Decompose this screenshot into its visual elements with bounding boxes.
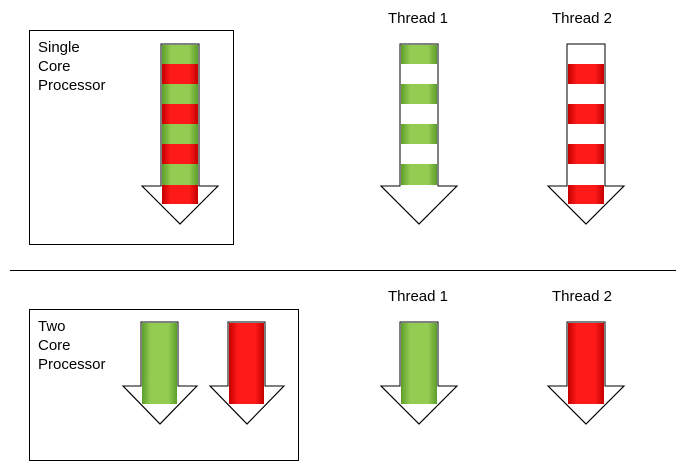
core-2-arrow: [208, 321, 286, 425]
thread-1-slice-2: [401, 84, 437, 104]
thread-2-title-top: Thread 2: [551, 10, 613, 27]
single-core-label: Single Core Processor: [38, 39, 106, 94]
thread-1-arrow-top: [379, 43, 459, 225]
single-core-slice-1: [162, 45, 198, 64]
thread-1-title-top: Thread 1: [387, 10, 449, 27]
thread-1-slice-3: [401, 124, 437, 144]
thread-2-slice-2: [568, 104, 604, 124]
thread-2-arrow-top: [546, 43, 626, 225]
thread-2-arrow-bottom: [546, 321, 626, 425]
single-core-arrow: [140, 43, 220, 225]
single-core-slice-4: [162, 104, 198, 124]
thread-2-slice-1: [568, 64, 604, 84]
thread-2-slice-3: [568, 144, 604, 164]
thread-1-slice-1: [401, 45, 437, 64]
thread-2-title-bottom: Thread 2: [551, 288, 613, 305]
thread-1-arrow-bottom: [379, 321, 459, 425]
single-core-slice-5: [162, 124, 198, 144]
thread-2-slice-4: [568, 185, 604, 204]
two-core-box: [29, 309, 299, 461]
single-core-slice-6: [162, 144, 198, 164]
single-core-slice-3: [162, 84, 198, 104]
two-core-label: Two Core Processor: [38, 318, 106, 373]
thread-1-slice-4: [401, 164, 437, 185]
single-core-slice-8: [162, 185, 198, 204]
thread-1-title-bottom: Thread 1: [387, 288, 449, 305]
core-1-arrow: [121, 321, 199, 425]
single-core-slice-7: [162, 164, 198, 185]
single-core-box: [29, 30, 234, 245]
section-divider: [10, 270, 676, 271]
single-core-slice-2: [162, 64, 198, 84]
